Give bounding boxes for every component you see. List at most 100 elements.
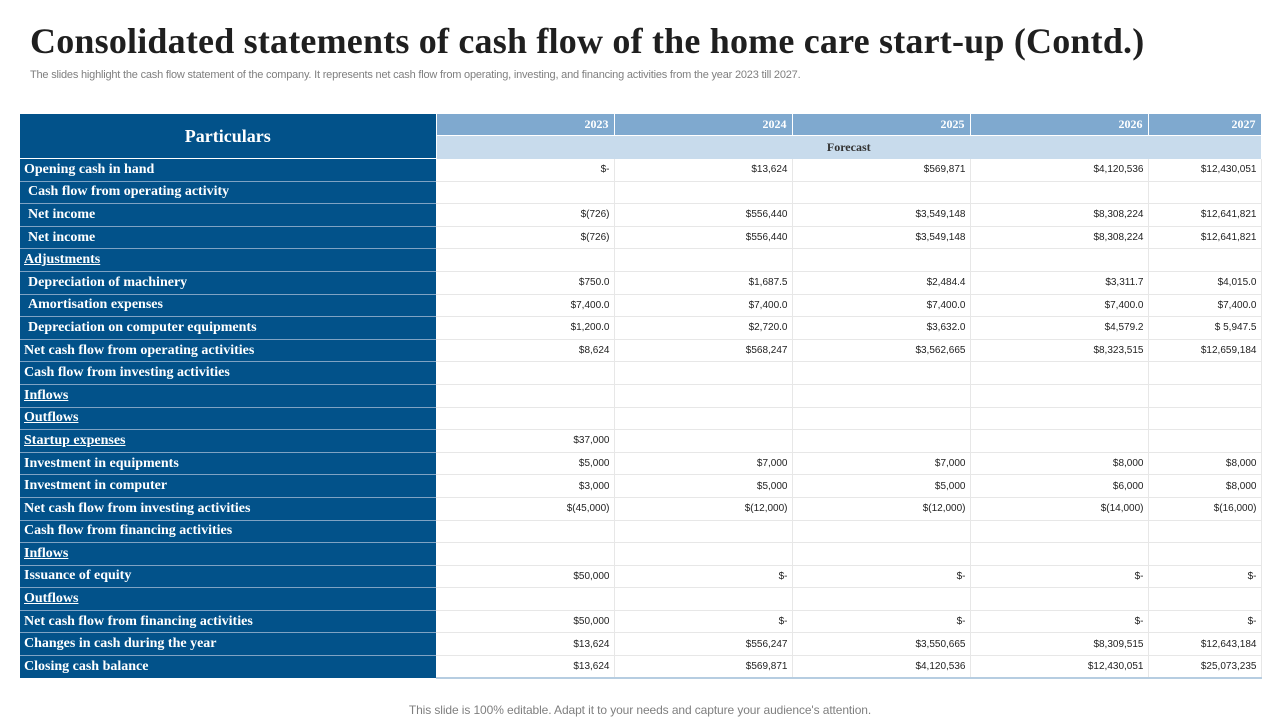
row-label: Investment in equipments	[24, 455, 179, 471]
row-label: Cash flow from operating activity	[28, 184, 230, 200]
table-row: Cash flow from investing activities	[20, 361, 1262, 385]
value-cell: $3,549,148	[792, 226, 971, 250]
row-label: Outflows	[24, 410, 79, 426]
value-cell: $1,687.5	[614, 271, 793, 295]
row-label-cell: Inflows	[20, 384, 436, 408]
value-cell: $6,000	[970, 474, 1149, 498]
value-cell: $3,550,665	[792, 632, 971, 657]
value-cell	[1148, 429, 1262, 453]
row-label-cell: Opening cash in hand	[20, 158, 436, 182]
value-cell: $-	[970, 565, 1149, 589]
value-cell	[1148, 361, 1262, 385]
value-cell	[436, 181, 615, 205]
row-label: Closing cash balance	[24, 659, 149, 675]
row-label-cell: Outflows	[20, 407, 436, 431]
row-label-cell: Net cash flow from investing activities	[20, 497, 436, 521]
table-row: Net cash flow from investing activities $…	[20, 497, 1262, 521]
value-cell: $12,430,051	[970, 655, 1149, 680]
value-cell	[436, 520, 615, 544]
value-cell	[436, 248, 615, 272]
value-cell: $(12,000)	[792, 497, 971, 521]
table-row: Depreciation on computer equipments $1,20…	[20, 316, 1262, 340]
value-cell: $(726)	[436, 203, 615, 227]
value-cell	[1148, 384, 1262, 408]
row-label-cell: Amortisation expenses	[20, 294, 436, 318]
value-cell: $3,000	[436, 474, 615, 498]
value-cell: $12,430,051	[1148, 158, 1262, 182]
table-row: Adjustments	[20, 248, 1262, 272]
year-header: 2023	[436, 113, 615, 136]
row-label-cell: Adjustments	[20, 248, 436, 272]
value-cell	[792, 587, 971, 611]
value-cell: $2,484.4	[792, 271, 971, 295]
value-cell: $8,000	[1148, 474, 1262, 498]
value-cell	[614, 542, 793, 566]
row-label: Net cash flow from operating activities	[24, 342, 255, 358]
table-row: Changes in cash during the year $13,624 $5…	[20, 632, 1262, 657]
value-cell	[970, 542, 1149, 566]
table-row: Depreciation of machinery $750.0 $1,687.5 $…	[20, 271, 1262, 295]
value-cell	[1148, 520, 1262, 544]
value-cell	[792, 181, 971, 205]
value-cell: $37,000	[436, 429, 615, 453]
row-label-cell: Outflows	[20, 587, 436, 611]
table-row: Opening cash in hand $- $13,624 $569,871 $4,…	[20, 158, 1262, 182]
value-cell: $12,641,821	[1148, 203, 1262, 227]
value-cell: $7,400.0	[792, 294, 971, 318]
value-cell: $2,720.0	[614, 316, 793, 340]
row-label-cell: Net cash flow from financing activities	[20, 610, 436, 634]
value-cell: $3,632.0	[792, 316, 971, 340]
table-row: Investment in equipments $5,000 $7,000 $7,0…	[20, 452, 1262, 476]
row-label-cell: Depreciation on computer equipments	[20, 316, 436, 340]
value-cell: $13,624	[436, 655, 615, 680]
value-cell	[1148, 407, 1262, 431]
value-cell: $50,000	[436, 565, 615, 589]
value-cell	[1148, 587, 1262, 611]
value-cell: $7,000	[792, 452, 971, 476]
row-label: Inflows	[24, 387, 69, 403]
footer-note: This slide is 100% editable. Adapt it to…	[408, 703, 872, 717]
value-cell: $4,120,536	[970, 158, 1149, 182]
value-cell: $(14,000)	[970, 497, 1149, 521]
value-cell: $569,871	[614, 655, 793, 680]
value-cell	[614, 361, 793, 385]
year-header: 2025	[792, 113, 971, 136]
value-cell	[1148, 542, 1262, 566]
value-cell: $(45,000)	[436, 497, 615, 521]
value-cell	[970, 520, 1149, 544]
row-label: Issuance of equity	[24, 568, 132, 584]
table-row: Startup expenses $37,000	[20, 429, 1262, 453]
table-row: Issuance of equity $50,000 $- $- $- $-	[20, 565, 1262, 589]
value-cell	[792, 429, 971, 453]
value-cell: $-	[1148, 610, 1262, 634]
value-cell: $8,308,224	[970, 226, 1149, 250]
row-label: Net cash flow from investing activities	[24, 500, 251, 516]
value-cell	[436, 542, 615, 566]
value-cell: $7,400.0	[1148, 294, 1262, 318]
value-cell: $5,000	[436, 452, 615, 476]
value-cell: $4,120,536	[792, 655, 971, 680]
year-header: 2027	[1148, 113, 1262, 136]
value-cell	[792, 248, 971, 272]
value-cell: $556,440	[614, 226, 793, 250]
value-cell	[792, 542, 971, 566]
value-cell	[792, 520, 971, 544]
row-label: Amortisation expenses	[28, 297, 163, 313]
row-label: Adjustments	[24, 252, 101, 268]
table-row: Investment in computer $3,000 $5,000 $5,000…	[20, 474, 1262, 498]
particulars-header: Particulars	[20, 113, 437, 159]
value-cell: $ 5,947.5	[1148, 316, 1262, 340]
value-cell: $8,000	[1148, 452, 1262, 476]
value-cell: $556,247	[614, 632, 793, 657]
value-cell: $12,643,184	[1148, 632, 1262, 657]
row-label-cell: Cash flow from investing activities	[20, 361, 436, 385]
page-title: Consolidated statements of cash flow of …	[30, 21, 1145, 61]
value-cell: $-	[792, 565, 971, 589]
value-cell: $556,440	[614, 203, 793, 227]
value-cell: $12,641,821	[1148, 226, 1262, 250]
value-cell: $8,309,515	[970, 632, 1149, 657]
row-label: Inflows	[24, 545, 69, 561]
row-label: Outflows	[24, 591, 79, 607]
value-cell: $7,400.0	[614, 294, 793, 318]
value-cell: $4,579.2	[970, 316, 1149, 340]
